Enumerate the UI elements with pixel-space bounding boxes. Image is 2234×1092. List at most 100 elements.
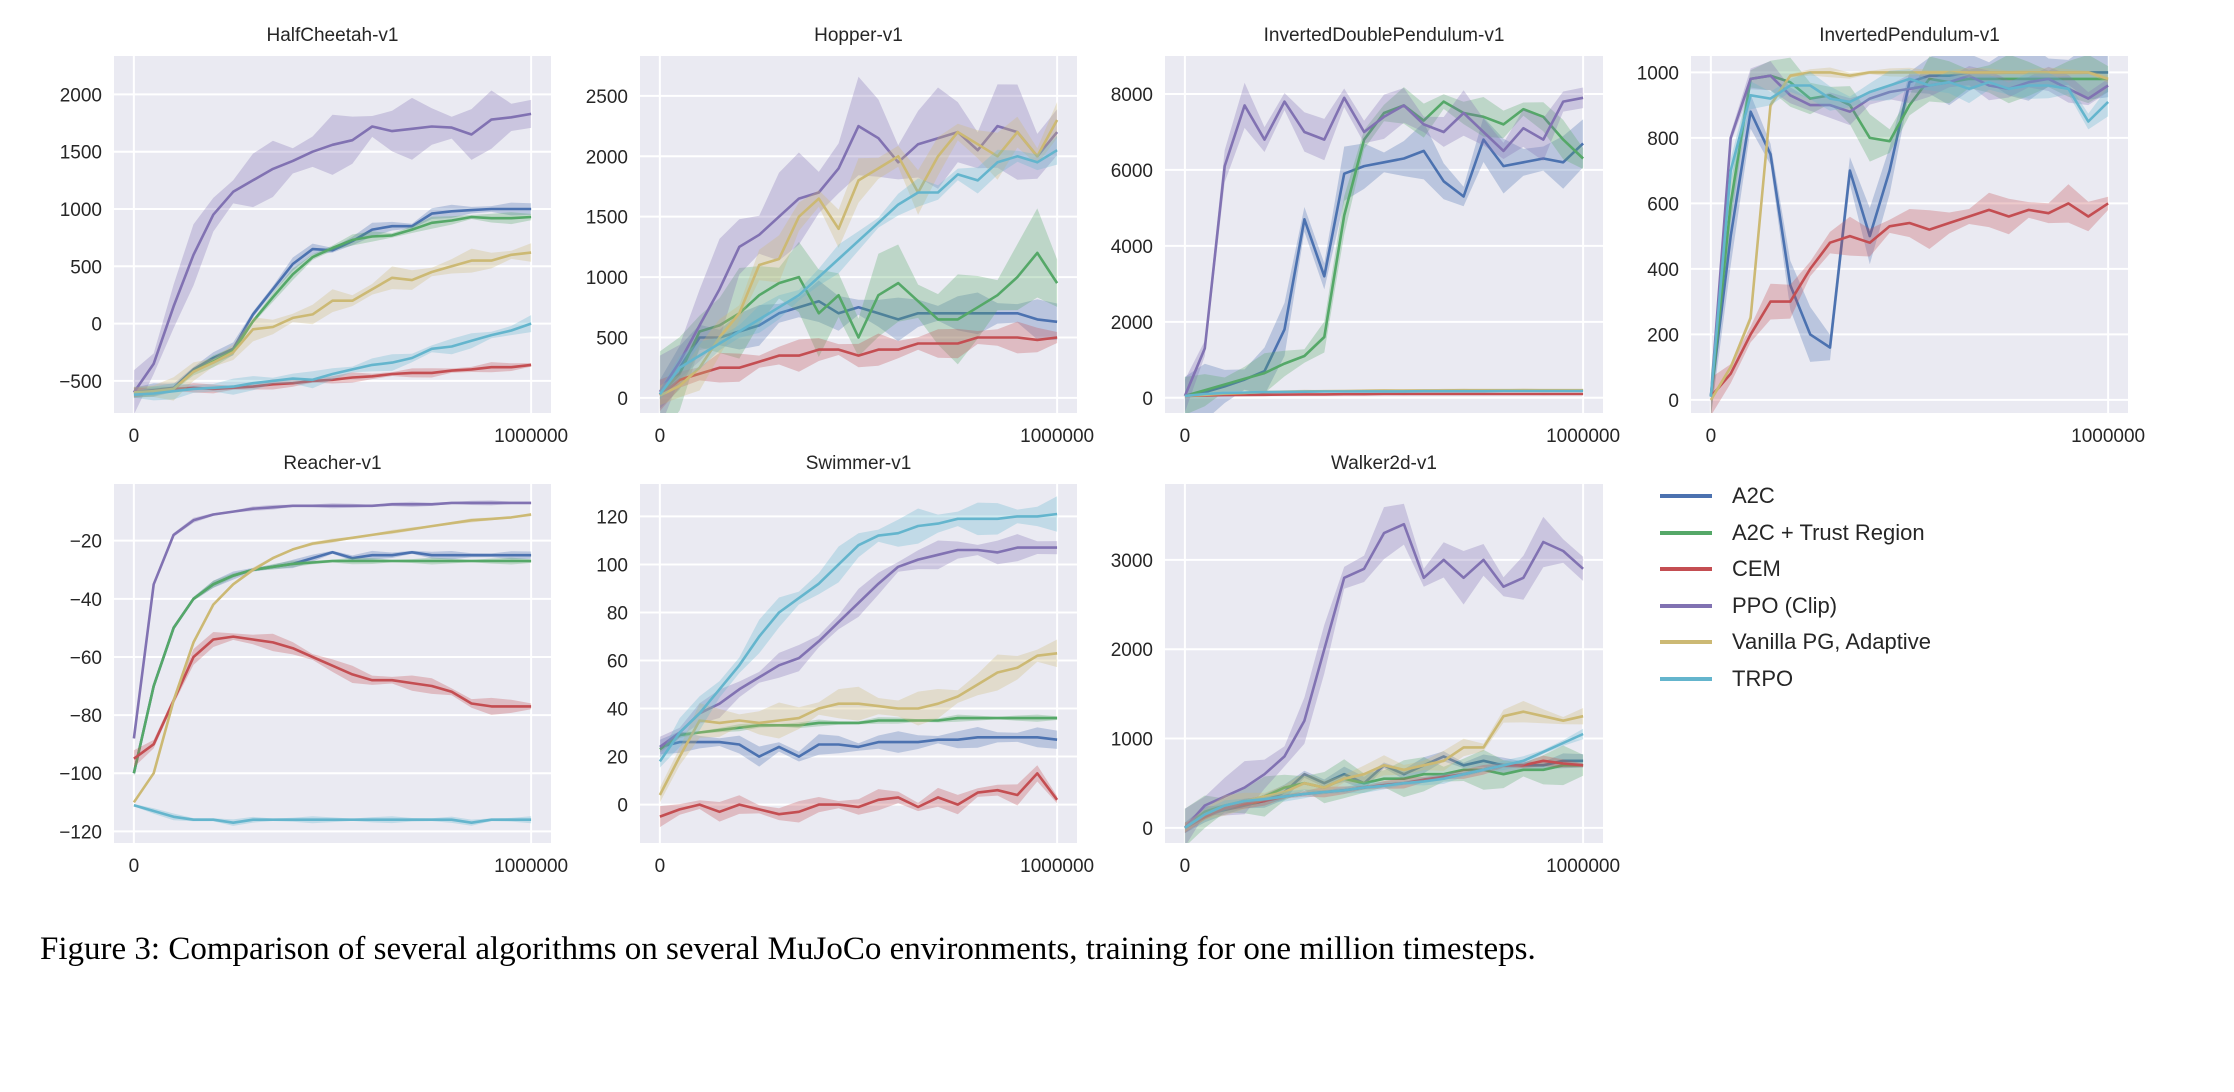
series-band-ppo-clip- <box>1184 503 1584 843</box>
chart-title: Swimmer-v1 <box>806 453 912 474</box>
legend-line <box>1660 567 1712 572</box>
series-band-a2c <box>1184 117 1584 413</box>
y-tick-label: 1000 <box>1111 730 1153 751</box>
series-band-a2c-trust-region <box>659 208 1058 413</box>
series-line-cem <box>659 772 1059 818</box>
series-line-ppo-clip- <box>1183 96 1584 397</box>
legend-item-cem: CEM <box>1660 551 1931 588</box>
legend-item-trpo: TRPO <box>1660 661 1931 698</box>
plot-background <box>114 56 551 413</box>
x-tick-label: 0 <box>1706 426 1717 447</box>
y-tick-label: −60 <box>70 648 102 669</box>
series-group <box>132 90 532 413</box>
series-line-a2c <box>658 299 1058 396</box>
y-tick-label: 2000 <box>1111 313 1153 334</box>
series-line-a2c-trust-region <box>658 251 1059 396</box>
y-tick-label: 0 <box>1142 389 1153 410</box>
y-tick-label: 2500 <box>586 87 628 108</box>
series-line-trpo <box>658 149 1058 396</box>
chart-title: InvertedPendulum-v1 <box>1819 25 2000 46</box>
y-tick-label: −100 <box>59 764 102 785</box>
series-line-cem <box>133 635 532 760</box>
series-line-a2c-trust-region <box>132 559 532 774</box>
x-tick-label: 0 <box>129 426 140 447</box>
series-line-vanilla-pg-adaptive <box>658 652 1058 796</box>
series-band-ppo-clip- <box>133 90 532 413</box>
chart-panel: 0 20 40 60 80 100 120 0 1000000 Swimmer-v1 <box>596 453 1094 877</box>
series-line-cem <box>659 336 1058 397</box>
series-group <box>658 76 1059 413</box>
plot-background <box>1691 56 2128 413</box>
series-line-trpo <box>133 322 532 396</box>
legend-label: A2C <box>1732 483 1775 509</box>
legend-line <box>1660 640 1712 645</box>
y-tick-label: 1000 <box>586 268 628 289</box>
series-line-trpo <box>1184 389 1584 398</box>
legend-item-a2c: A2C <box>1660 478 1931 515</box>
series-band-ppo-clip- <box>659 76 1058 413</box>
x-tick-label: 0 <box>1180 426 1191 447</box>
y-tick-label: 2000 <box>586 147 628 168</box>
x-tick-label: 1000000 <box>1546 426 1620 447</box>
series-line-cem <box>1184 392 1584 398</box>
series-band-a2c <box>1184 751 1584 834</box>
y-tick-label: 8000 <box>1111 85 1153 106</box>
chart-panel: 0 200 400 600 800 1000 0 1000000 InvertedPendulu… <box>1637 25 2145 447</box>
y-tick-label: 800 <box>1647 129 1679 150</box>
series-band-cem <box>659 765 1058 828</box>
y-tick-label: 500 <box>596 328 628 349</box>
y-tick-label: 120 <box>596 507 628 528</box>
plot-background <box>1165 484 1603 843</box>
x-tick-label: 1000000 <box>494 856 568 877</box>
series-line-ppo-clip- <box>132 501 532 739</box>
x-tick-label: 0 <box>655 856 666 877</box>
series-band-trpo <box>1710 69 2109 402</box>
x-tick-label: 0 <box>1180 856 1191 877</box>
series-line-ppo-clip- <box>1709 74 2109 397</box>
series-line-vanilla-pg-adaptive <box>659 119 1059 397</box>
y-tick-label: −20 <box>70 532 102 553</box>
chart-title: HalfCheetah-v1 <box>266 25 398 46</box>
series-group <box>658 496 1059 828</box>
y-tick-label: 400 <box>1647 260 1679 281</box>
series-band-a2c-trust-region <box>1710 56 2109 413</box>
series-band-trpo <box>659 496 1058 768</box>
series-line-ppo-clip- <box>659 546 1058 748</box>
chart-panel: 0 2000 4000 6000 8000 0 1000000 InvertedDoubleP… <box>1111 25 1620 447</box>
y-tick-label: 0 <box>617 389 628 410</box>
chart-title: Hopper-v1 <box>814 25 903 46</box>
series-line-vanilla-pg-adaptive <box>133 251 532 394</box>
y-tick-label: 3000 <box>1111 551 1153 572</box>
legend: A2C A2C + Trust Region CEM PPO (Clip) Va… <box>1660 478 1931 697</box>
series-band-ppo-clip- <box>1710 61 2109 408</box>
legend-item-ppo-clip: PPO (Clip) <box>1660 588 1931 625</box>
y-tick-label: 0 <box>617 796 628 817</box>
y-tick-label: 100 <box>596 555 628 576</box>
chart-title: Reacher-v1 <box>283 453 381 474</box>
y-tick-label: 200 <box>1647 325 1679 346</box>
legend-label: CEM <box>1732 556 1781 582</box>
y-tick-label: 500 <box>70 257 102 278</box>
series-band-a2c-trust-region <box>1184 87 1584 413</box>
x-tick-label: 1000000 <box>494 426 568 447</box>
series-group <box>1709 56 2110 413</box>
y-tick-label: 20 <box>607 748 628 769</box>
series-line-ppo-clip- <box>1183 522 1584 829</box>
y-tick-label: 600 <box>1647 194 1679 215</box>
x-tick-label: 1000000 <box>1020 426 1094 447</box>
series-line-a2c <box>133 207 532 394</box>
chart-panel: 0 1000 2000 3000 0 1000000 Walker2d-v1 <box>1111 453 1620 877</box>
x-tick-label: 1000000 <box>2071 426 2145 447</box>
series-band-vanilla-pg-adaptive <box>133 243 532 401</box>
plot-background <box>640 56 1077 413</box>
chart-title: Walker2d-v1 <box>1331 453 1437 474</box>
y-tick-label: 4000 <box>1111 237 1153 258</box>
legend-item-vanilla-pg: Vanilla PG, Adaptive <box>1660 624 1931 661</box>
y-tick-label: 80 <box>607 603 628 624</box>
legend-label: PPO (Clip) <box>1732 592 1838 618</box>
y-tick-label: −40 <box>70 590 102 611</box>
legend-line <box>1660 530 1712 535</box>
series-line-ppo-clip- <box>132 112 532 394</box>
